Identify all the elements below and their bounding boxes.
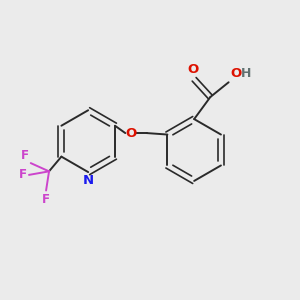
Text: F: F — [20, 149, 28, 162]
Text: O: O — [230, 67, 241, 80]
Text: N: N — [82, 174, 94, 188]
Text: H: H — [241, 67, 252, 80]
Text: O: O — [125, 127, 136, 140]
Text: F: F — [19, 168, 27, 182]
Text: F: F — [42, 194, 50, 206]
Text: O: O — [187, 63, 198, 76]
